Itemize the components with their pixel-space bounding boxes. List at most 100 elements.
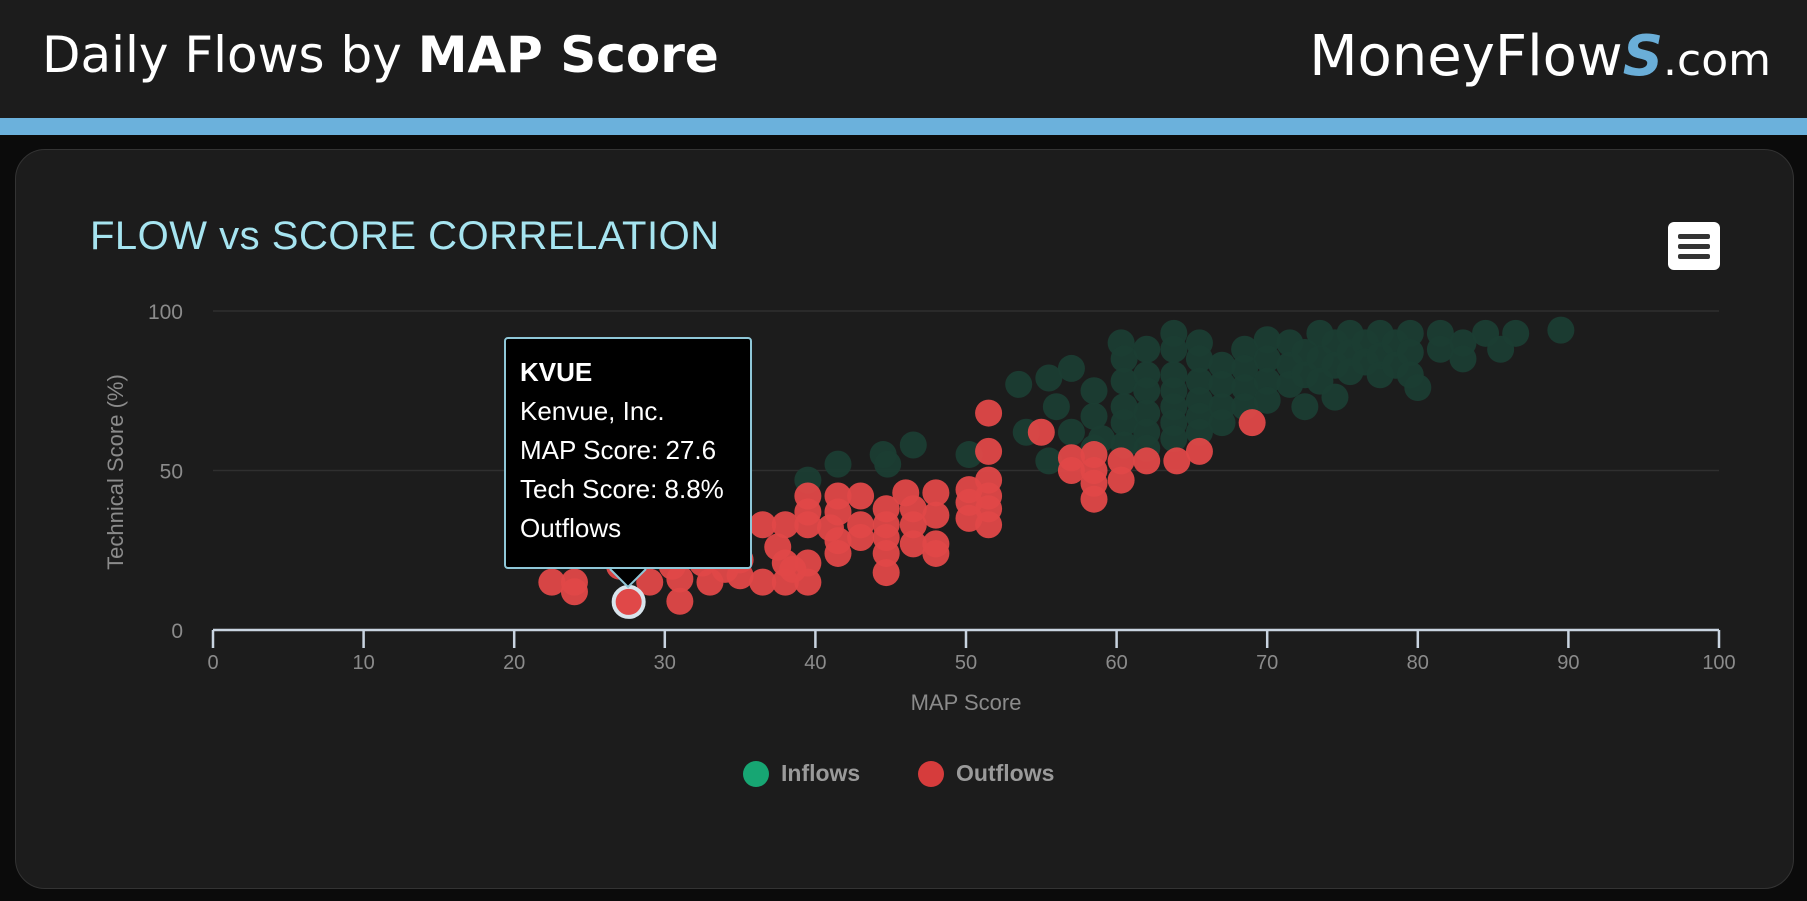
inflows-point[interactable] <box>1291 393 1319 421</box>
outflows-point[interactable] <box>1185 437 1213 465</box>
outflows-point[interactable] <box>794 511 822 539</box>
outflows-point[interactable] <box>922 539 950 567</box>
legend-item-outflows[interactable]: Outflows <box>918 760 1054 787</box>
outflows-point[interactable] <box>1163 447 1191 475</box>
outflows-point[interactable] <box>749 568 777 596</box>
inflows-point[interactable] <box>1231 354 1259 382</box>
legend-outflows-label: Outflows <box>956 760 1055 786</box>
outflows-point[interactable] <box>666 587 694 615</box>
inflows-point[interactable] <box>1160 335 1188 363</box>
outflows-point[interactable] <box>824 539 852 567</box>
x-tick-label: 10 <box>352 652 374 674</box>
inflows-point[interactable] <box>1160 425 1188 453</box>
outflows-point[interactable] <box>922 479 950 507</box>
inflows-point[interactable] <box>1253 367 1281 395</box>
inflows-point[interactable] <box>1110 409 1138 437</box>
highlighted-point[interactable] <box>611 584 646 619</box>
legend-inflows-marker <box>743 760 769 787</box>
x-tick-label: 80 <box>1407 652 1429 674</box>
outflows-point[interactable] <box>899 511 927 539</box>
inflows-point[interactable] <box>824 450 852 478</box>
tooltip-map-score: MAP Score: 27.6 <box>520 435 717 465</box>
inflows-point[interactable] <box>1396 338 1424 366</box>
header-bar: Daily Flows by MAP Score MoneyFlowS.com <box>0 0 1807 118</box>
outflows-point[interactable] <box>794 549 822 577</box>
outflows-point[interactable] <box>922 501 950 529</box>
inflows-point[interactable] <box>1321 383 1349 411</box>
inflows-point[interactable] <box>874 450 902 478</box>
inflows-point[interactable] <box>1057 354 1085 382</box>
outflows-point[interactable] <box>1238 409 1266 437</box>
inflows-point[interactable] <box>1185 367 1213 395</box>
inflows-point[interactable] <box>899 431 927 459</box>
inflows-point[interactable] <box>1133 335 1161 363</box>
inflows-point[interactable] <box>1185 418 1213 446</box>
outflows-point[interactable] <box>1107 447 1135 475</box>
y-tick-label: 0 <box>171 620 183 643</box>
outflows-point[interactable] <box>899 530 927 558</box>
outflows-point[interactable] <box>975 437 1003 465</box>
inflows-point[interactable] <box>1231 335 1259 363</box>
outflows-point[interactable] <box>872 559 900 587</box>
outflows-point[interactable] <box>1133 447 1161 475</box>
inflows-point[interactable] <box>1110 345 1138 373</box>
outflows-point[interactable] <box>636 568 664 596</box>
inflows-point[interactable] <box>1110 367 1138 395</box>
outflows-point[interactable] <box>749 511 777 539</box>
brand-main: MoneyFlow <box>1309 24 1623 89</box>
inflows-point[interactable] <box>1208 409 1236 437</box>
inflows-point[interactable] <box>1253 386 1281 414</box>
outflows-point[interactable] <box>538 568 566 596</box>
inflows-point[interactable] <box>1396 319 1424 347</box>
x-tick-label: 30 <box>654 652 676 674</box>
header-accent-stripe <box>0 118 1807 135</box>
x-tick-label: 90 <box>1557 652 1579 674</box>
x-tick-label: 100 <box>1702 652 1735 674</box>
tooltip-flow: Outflows <box>520 513 622 543</box>
inflows-point[interactable] <box>1080 377 1108 405</box>
inflows-point[interactable] <box>1035 447 1063 475</box>
inflows-point[interactable] <box>1231 374 1259 402</box>
inflows-point[interactable] <box>1426 335 1454 363</box>
inflows-point[interactable] <box>1253 345 1281 373</box>
inflows-point[interactable] <box>1449 345 1477 373</box>
tooltip-ticker: KVUE <box>520 357 593 387</box>
outflows-point[interactable] <box>1057 457 1085 484</box>
outflows-point[interactable] <box>666 565 694 593</box>
legend-item-inflows[interactable]: Inflows <box>743 760 860 787</box>
inflows-point[interactable] <box>1005 370 1033 398</box>
inflows-point[interactable] <box>1042 393 1070 421</box>
x-tick-label: 60 <box>1105 652 1127 674</box>
outflows-point[interactable] <box>824 498 852 526</box>
inflows-point[interactable] <box>1133 377 1161 405</box>
page-title-prefix: Daily Flows by <box>42 26 418 84</box>
outflows-point[interactable] <box>771 511 799 539</box>
outflows-point[interactable] <box>726 562 754 590</box>
outflows-point[interactable] <box>847 523 875 551</box>
outflows-point[interactable] <box>847 482 875 510</box>
outflows-point[interactable] <box>1107 466 1135 494</box>
inflows-point[interactable] <box>1208 370 1236 398</box>
inflows-point[interactable] <box>1035 364 1063 392</box>
hamburger-menu-icon[interactable] <box>1668 222 1720 270</box>
chart-legend: Inflows Outflows <box>0 760 1807 796</box>
outflows-point[interactable] <box>975 511 1003 539</box>
outflows-point[interactable] <box>1080 485 1108 513</box>
inflows-point[interactable] <box>1253 326 1281 354</box>
x-tick-label: 70 <box>1256 652 1278 674</box>
outflows-point[interactable] <box>560 578 588 606</box>
inflows-point[interactable] <box>1080 402 1108 430</box>
inflows-point[interactable] <box>1208 351 1236 379</box>
inflows-point[interactable] <box>1404 374 1432 402</box>
outflows-point[interactable] <box>1027 418 1055 446</box>
inflows-point[interactable] <box>1502 319 1530 347</box>
outflows-point[interactable] <box>872 539 900 567</box>
inflows-point[interactable] <box>1133 399 1161 427</box>
inflows-point[interactable] <box>1057 418 1085 446</box>
outflows-point[interactable] <box>794 568 822 596</box>
outflows-point[interactable] <box>975 399 1003 427</box>
inflows-point[interactable] <box>1547 316 1575 344</box>
inflows-point[interactable] <box>1185 345 1213 373</box>
x-tick-label: 0 <box>207 652 218 674</box>
legend-inflows-label: Inflows <box>781 760 861 786</box>
